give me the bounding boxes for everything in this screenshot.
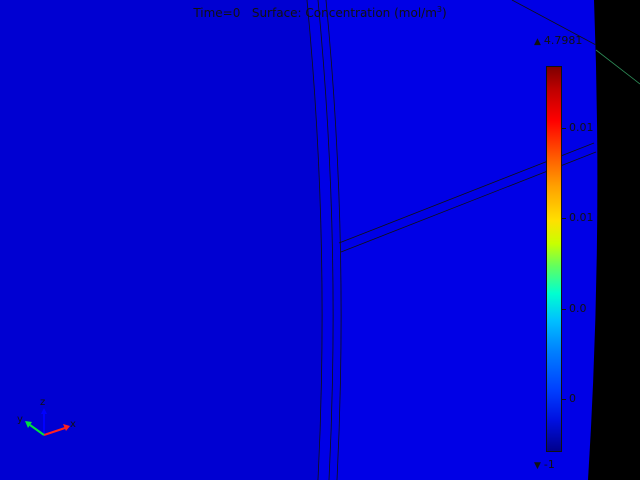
x-axis-arrowhead [63,424,70,431]
x-axis-label: x [70,419,76,430]
unit-superscript: 3 [436,5,442,14]
colorbar-min: ▼ -1 [534,458,555,471]
unit-close: ) [441,6,447,20]
colorbar-tick-label: 0.0 [569,302,587,315]
colorbar [546,66,562,452]
colorbar-max-label: 4.7981 [543,34,583,47]
z-axis-arrowhead [41,408,47,414]
colorbar-tick [562,309,566,310]
edge-line-outer [595,49,640,85]
edge-line [511,0,597,46]
x-axis-arrow [43,427,66,436]
min-triangle-icon: ▼ [534,461,541,471]
colorbar-tick-label: 0.01 [569,121,594,134]
geometry-domain-left [0,0,323,480]
colorbar-tick [562,399,566,400]
y-axis-arrow [29,424,45,436]
colorbar-tick-label: 0.01 [569,211,594,224]
y-axis-arrowhead [25,421,32,428]
colorbar-tick [562,218,566,219]
plot-title: Time=0 Surface: Concentration (mol/m3) [0,5,640,20]
colorbar-min-label: -1 [543,458,555,471]
boundary-line [317,0,334,480]
colorbar-max: ▲ 4.7981 [534,34,582,47]
axis-triad [25,408,70,436]
boundary-line [325,0,342,480]
y-axis-label: y [17,414,23,425]
time-label: Time=0 [193,6,241,20]
colorbar-tick [562,128,566,129]
colorbar-tick-label: 0 [569,392,576,405]
z-axis-label: z [40,397,46,408]
boundary-line [306,0,323,480]
surface-label: Surface: Concentration (mol/m [251,6,437,20]
max-triangle-icon: ▲ [534,37,541,47]
